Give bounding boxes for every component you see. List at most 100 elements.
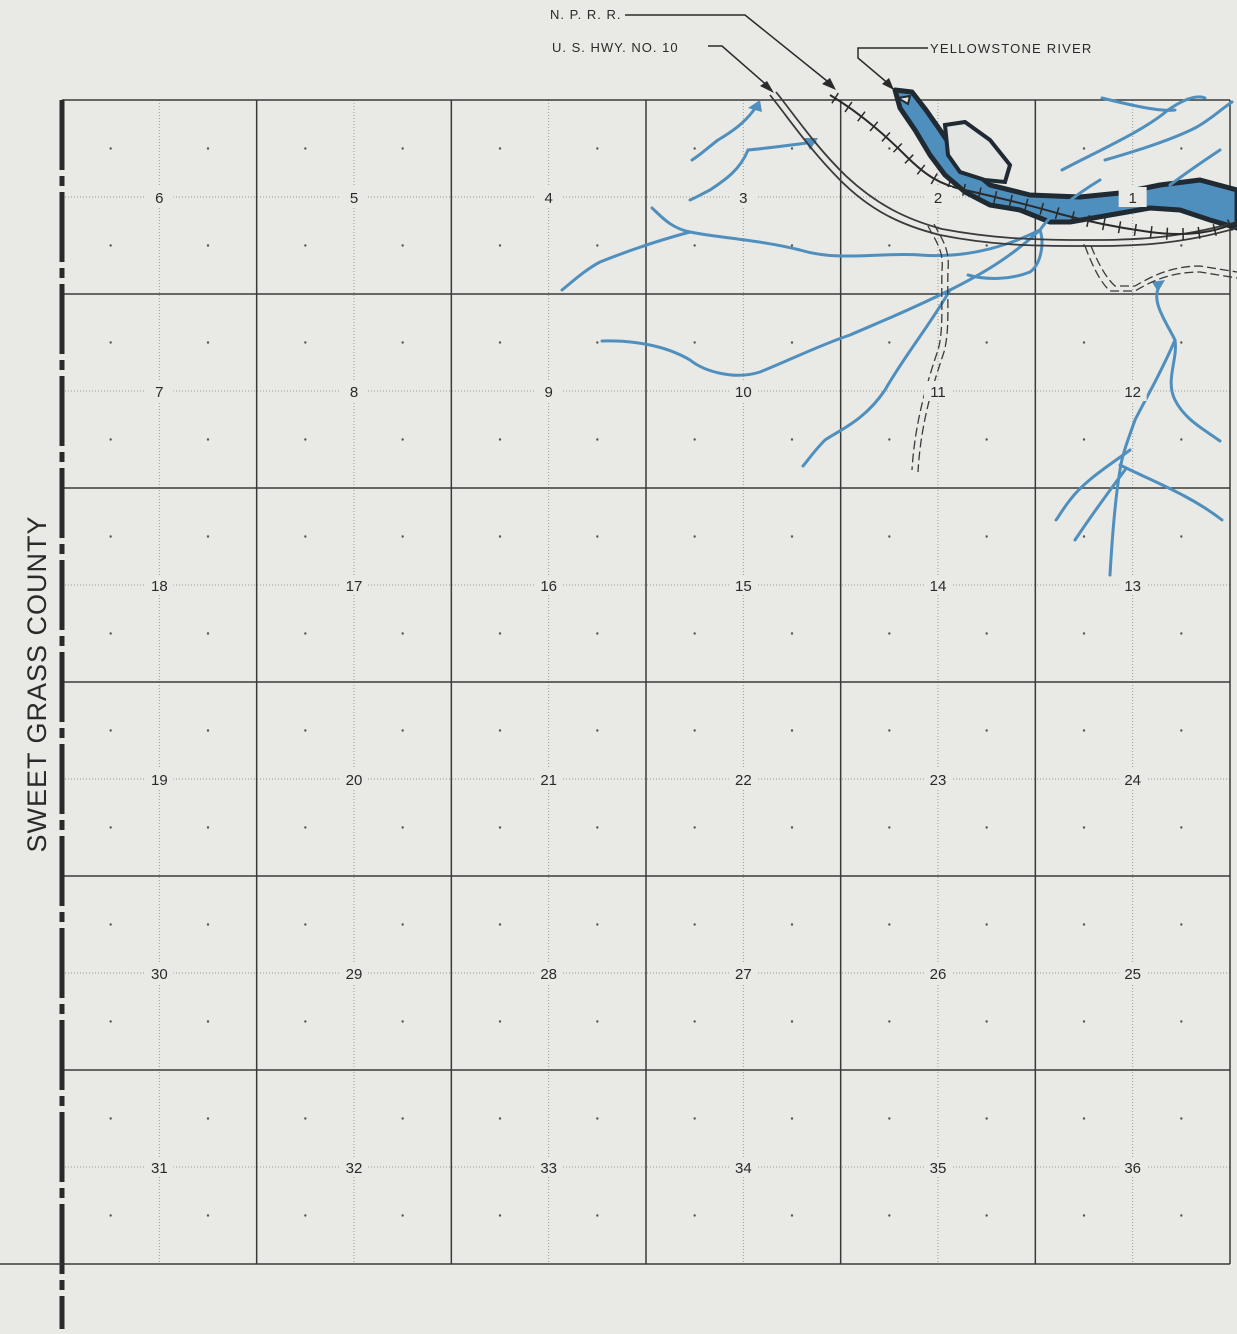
quarter-dot — [791, 244, 793, 246]
quarter-dot — [401, 1020, 403, 1022]
quarter-dot — [693, 535, 695, 537]
quarter-dot — [985, 1020, 987, 1022]
quarter-dot — [888, 923, 890, 925]
quarter-dot — [109, 729, 111, 731]
section-number: 29 — [346, 966, 363, 983]
quarter-dot — [1180, 923, 1182, 925]
quarter-dot — [401, 438, 403, 440]
quarter-dot — [888, 729, 890, 731]
quarter-dot — [1180, 244, 1182, 246]
quarter-dot — [1083, 1117, 1085, 1119]
quarter-dot — [109, 535, 111, 537]
quarter-dot — [109, 1214, 111, 1216]
quarter-dot — [888, 438, 890, 440]
quarter-dot — [596, 244, 598, 246]
quarter-dot — [401, 1117, 403, 1119]
quarter-dot — [888, 1117, 890, 1119]
quarter-dot — [693, 438, 695, 440]
quarter-dot — [207, 147, 209, 149]
quarter-dot — [1083, 632, 1085, 634]
quarter-dot — [207, 244, 209, 246]
quarter-dot — [888, 147, 890, 149]
quarter-dot — [109, 1020, 111, 1022]
quarter-dot — [985, 1214, 987, 1216]
section-number: 32 — [346, 1160, 363, 1177]
quarter-dot — [499, 535, 501, 537]
quarter-dot — [1180, 729, 1182, 731]
quarter-dot — [304, 826, 306, 828]
quarter-dot — [207, 826, 209, 828]
quarter-dot — [888, 632, 890, 634]
section-number: 18 — [151, 578, 168, 595]
section-number: 13 — [1124, 578, 1141, 595]
section-number: 17 — [346, 578, 363, 595]
quarter-dot — [499, 826, 501, 828]
quarter-dot — [304, 438, 306, 440]
section-number: 22 — [735, 772, 752, 789]
quarter-dot — [1083, 535, 1085, 537]
quarter-dot — [888, 1020, 890, 1022]
section-number: 12 — [1124, 384, 1141, 401]
quarter-dot — [499, 147, 501, 149]
quarter-dot — [1083, 147, 1085, 149]
quarter-dot — [207, 1117, 209, 1119]
quarter-dot — [693, 341, 695, 343]
section-number: 25 — [1124, 966, 1141, 983]
quarter-dot — [304, 1214, 306, 1216]
quarter-dot — [596, 1214, 598, 1216]
quarter-dot — [1083, 729, 1085, 731]
quarter-dot — [207, 632, 209, 634]
quarter-dot — [791, 632, 793, 634]
section-number: 35 — [930, 1160, 947, 1177]
quarter-dot — [1180, 147, 1182, 149]
quarter-dot — [207, 535, 209, 537]
section-number: 23 — [930, 772, 947, 789]
quarter-dot — [401, 244, 403, 246]
quarter-dot — [791, 1020, 793, 1022]
quarter-dot — [596, 341, 598, 343]
quarter-dot — [693, 1020, 695, 1022]
section-number: 34 — [735, 1160, 752, 1177]
section-number: 2 — [934, 190, 942, 207]
quarter-dot — [596, 729, 598, 731]
river-label: YELLOWSTONE RIVER — [930, 41, 1092, 56]
section-number: 30 — [151, 966, 168, 983]
quarter-dot — [596, 147, 598, 149]
quarter-dot — [888, 826, 890, 828]
quarter-dot — [1180, 438, 1182, 440]
quarter-dot — [109, 1117, 111, 1119]
section-number: 28 — [540, 966, 557, 983]
quarter-dot — [1083, 438, 1085, 440]
quarter-dot — [499, 632, 501, 634]
quarter-dot — [499, 438, 501, 440]
quarter-dot — [693, 1214, 695, 1216]
quarter-dot — [791, 438, 793, 440]
section-number: 4 — [544, 190, 552, 207]
quarter-dot — [596, 1020, 598, 1022]
quarter-dot — [499, 729, 501, 731]
quarter-dot — [109, 632, 111, 634]
quarter-dot — [1180, 826, 1182, 828]
quarter-dot — [596, 632, 598, 634]
section-number: 14 — [930, 578, 947, 595]
quarter-dot — [1083, 1020, 1085, 1022]
quarter-dot — [304, 244, 306, 246]
quarter-dot — [109, 147, 111, 149]
quarter-dot — [596, 826, 598, 828]
quarter-dot — [304, 147, 306, 149]
quarter-dot — [1180, 632, 1182, 634]
quarter-dot — [499, 1117, 501, 1119]
quarter-dot — [401, 729, 403, 731]
quarter-dot — [693, 923, 695, 925]
quarter-dot — [596, 923, 598, 925]
quarter-dot — [985, 826, 987, 828]
quarter-dot — [207, 923, 209, 925]
section-number: 19 — [151, 772, 168, 789]
quarter-dot — [985, 341, 987, 343]
quarter-dot — [207, 438, 209, 440]
quarter-dot — [401, 1214, 403, 1216]
quarter-dot — [888, 1214, 890, 1216]
quarter-dot — [1083, 1214, 1085, 1216]
quarter-dot — [791, 1117, 793, 1119]
railroad-tie — [1167, 228, 1168, 240]
